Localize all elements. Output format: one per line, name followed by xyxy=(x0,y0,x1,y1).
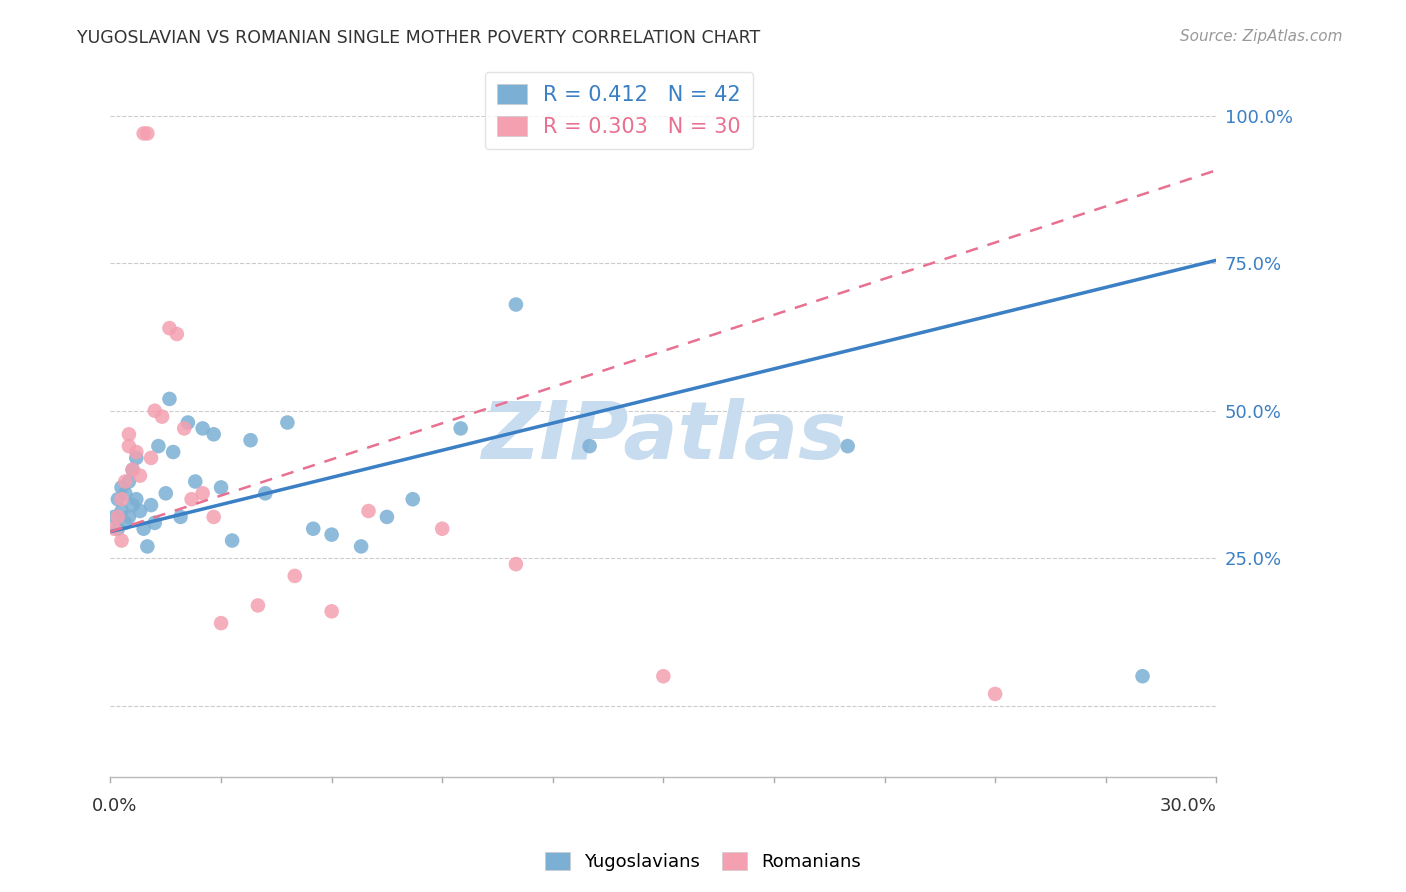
Point xyxy=(350,540,373,554)
Point xyxy=(103,522,125,536)
Point xyxy=(125,492,148,507)
Text: ZIPatlas: ZIPatlas xyxy=(481,398,846,475)
Point xyxy=(450,421,472,435)
Text: Source: ZipAtlas.com: Source: ZipAtlas.com xyxy=(1180,29,1343,44)
Legend: Yugoslavians, Romanians: Yugoslavians, Romanians xyxy=(537,846,869,879)
Point xyxy=(114,475,136,489)
Point xyxy=(209,616,232,631)
Point xyxy=(184,475,207,489)
Point xyxy=(302,522,325,536)
Text: 30.0%: 30.0% xyxy=(1160,797,1216,815)
Point xyxy=(129,468,152,483)
Point xyxy=(191,421,214,435)
Point xyxy=(129,504,152,518)
Point xyxy=(118,510,141,524)
Point xyxy=(110,492,132,507)
Point xyxy=(169,510,191,524)
Point xyxy=(143,516,166,530)
Point xyxy=(173,421,195,435)
Point xyxy=(254,486,277,500)
Point xyxy=(118,427,141,442)
Point xyxy=(107,492,129,507)
Point xyxy=(239,434,262,448)
Point xyxy=(321,527,343,541)
Point xyxy=(107,522,129,536)
Point xyxy=(139,450,162,465)
Text: 0.0%: 0.0% xyxy=(91,797,138,815)
Point xyxy=(984,687,1007,701)
Point xyxy=(166,326,188,341)
Point xyxy=(114,516,136,530)
Point xyxy=(110,504,132,518)
Legend: R = 0.412   N = 42, R = 0.303   N = 30: R = 0.412 N = 42, R = 0.303 N = 30 xyxy=(485,72,754,150)
Point xyxy=(150,409,173,424)
Point xyxy=(148,439,170,453)
Point xyxy=(180,492,202,507)
Point xyxy=(118,439,141,453)
Point xyxy=(125,445,148,459)
Point xyxy=(139,498,162,512)
Point xyxy=(136,127,159,141)
Point xyxy=(136,540,159,554)
Point xyxy=(321,604,343,618)
Point xyxy=(132,522,155,536)
Point xyxy=(284,569,307,583)
Point xyxy=(221,533,243,548)
Point xyxy=(202,510,225,524)
Point xyxy=(162,445,184,459)
Point xyxy=(652,669,675,683)
Point xyxy=(837,439,859,453)
Point xyxy=(402,492,425,507)
Point xyxy=(505,557,527,571)
Point xyxy=(357,504,380,518)
Point xyxy=(159,321,181,335)
Point xyxy=(132,127,155,141)
Point xyxy=(159,392,181,406)
Point xyxy=(121,498,143,512)
Point xyxy=(432,522,454,536)
Point xyxy=(143,403,166,417)
Point xyxy=(246,599,269,613)
Point xyxy=(110,480,132,494)
Point xyxy=(114,486,136,500)
Point xyxy=(578,439,600,453)
Point xyxy=(191,486,214,500)
Point xyxy=(375,510,398,524)
Point xyxy=(209,480,232,494)
Point xyxy=(1132,669,1154,683)
Point xyxy=(202,427,225,442)
Point xyxy=(121,463,143,477)
Point xyxy=(121,463,143,477)
Point xyxy=(505,297,527,311)
Point xyxy=(103,510,125,524)
Point xyxy=(276,416,298,430)
Point xyxy=(155,486,177,500)
Text: YUGOSLAVIAN VS ROMANIAN SINGLE MOTHER POVERTY CORRELATION CHART: YUGOSLAVIAN VS ROMANIAN SINGLE MOTHER PO… xyxy=(77,29,761,46)
Point xyxy=(118,475,141,489)
Point xyxy=(110,533,132,548)
Point xyxy=(177,416,200,430)
Point xyxy=(125,450,148,465)
Point xyxy=(107,510,129,524)
